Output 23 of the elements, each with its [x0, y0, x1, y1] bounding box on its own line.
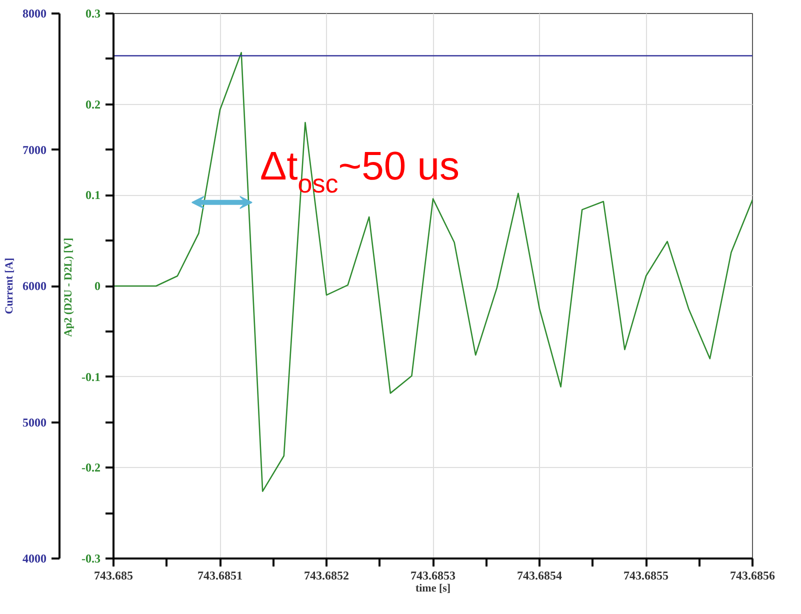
y-tick-label: -0.2: [82, 460, 101, 475]
y2-tick-label: 5000: [22, 415, 46, 430]
x-tick-label: 743.6853: [410, 568, 456, 582]
y2-tick-label: 4000: [22, 552, 46, 566]
y-tick-label: 0: [94, 279, 100, 293]
y2-tick-label: 8000: [22, 6, 46, 20]
x-tick-label: 743.6855: [624, 568, 668, 582]
x-tick-label: 743.685: [94, 568, 133, 582]
y2-axis-title: Current [A]: [4, 258, 16, 314]
y-axis-title: Ap2 (D2U - D2L) [V]: [62, 238, 75, 337]
y-tick-label: 0.1: [86, 188, 100, 202]
x-tick-label: 743.6856: [730, 568, 775, 582]
y-tick-label: -0.1: [82, 370, 101, 384]
y2-tick-label: 6000: [22, 279, 46, 293]
x-axis-title: time [s]: [415, 582, 451, 594]
y2-tick-label: 7000: [22, 142, 46, 157]
x-tick-label: 743.6852: [304, 568, 349, 582]
line-series: [114, 52, 752, 492]
y-tick-label: 0.3: [86, 6, 100, 20]
y-tick-label: -0.3: [82, 552, 101, 566]
x-tick-label: 743.6851: [198, 568, 242, 582]
y-tick-label: 0.2: [86, 97, 100, 112]
x-tick-label: 743.6854: [517, 568, 562, 582]
